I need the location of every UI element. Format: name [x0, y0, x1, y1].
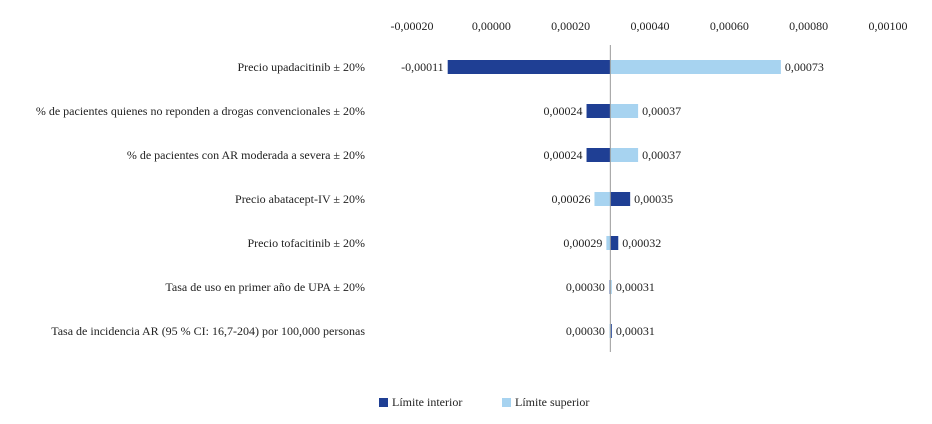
bar-upper [610, 280, 612, 294]
x-tick-label: 0,00000 [472, 19, 511, 33]
legend-label-lower: Límite interior [392, 395, 463, 409]
bar-lower [586, 148, 611, 162]
value-labels: -0,00011 0,00073 0,00024 0,00037 0,00024 0,00… [401, 60, 824, 338]
category-labels: Precio upadacitinib ± 20% % de pacientes … [36, 60, 365, 338]
category-label: Precio upadacitinib ± 20% [237, 60, 365, 74]
x-tick-label: 0,00080 [789, 19, 828, 33]
bar-lower [447, 60, 611, 74]
legend-swatch-upper [502, 398, 511, 407]
value-label: 0,00032 [622, 236, 661, 250]
legend-label-upper: Límite superior [515, 395, 590, 409]
value-label: 0,00031 [616, 280, 655, 294]
bar-upper [594, 192, 611, 206]
bar-lower [586, 104, 611, 118]
category-label: Tasa de incidencia AR (95 % CI: 16,7-204… [51, 324, 365, 338]
value-label: 0,00024 [544, 148, 583, 162]
x-tick-label: 0,00060 [710, 19, 749, 33]
value-label: 0,00029 [563, 236, 602, 250]
value-label: 0,00031 [616, 324, 655, 338]
value-label: 0,00030 [566, 280, 605, 294]
bar-lower [610, 192, 631, 206]
value-label: 0,00037 [642, 104, 681, 118]
value-label: 0,00037 [642, 148, 681, 162]
category-label: % de pacientes quienes no reponden a dro… [36, 104, 365, 118]
category-label: Precio abatacept-IV ± 20% [235, 192, 365, 206]
category-label: Precio tofacitinib ± 20% [247, 236, 365, 250]
legend-item-lower: Límite interior [379, 395, 462, 410]
tornado-chart: -0,00020 0,00000 0,00020 0,00040 0,00060 0,00… [36, 19, 908, 352]
legend-swatch-lower [379, 398, 388, 407]
x-tick-label: 0,00020 [551, 19, 590, 33]
value-label: -0,00011 [401, 60, 444, 74]
value-label: 0,00073 [785, 60, 824, 74]
bar-upper [610, 104, 639, 118]
bar-upper [610, 60, 781, 74]
x-tick-label: -0,00020 [391, 19, 434, 33]
category-label: Tasa de uso en primer año de UPA ± 20% [165, 280, 365, 294]
bar-upper [610, 148, 639, 162]
bar-lower [610, 324, 612, 338]
value-label: 0,00026 [551, 192, 590, 206]
bars [447, 60, 781, 338]
bar-upper [606, 236, 611, 250]
value-label: 0,00035 [634, 192, 673, 206]
x-tick-label: 0,00040 [631, 19, 670, 33]
bar-lower [610, 236, 619, 250]
legend-item-upper: Límite superior [502, 395, 589, 410]
value-label: 0,00030 [566, 324, 605, 338]
x-tick-label: 0,00100 [869, 19, 908, 33]
category-label: % de pacientes con AR moderada a severa … [127, 148, 365, 162]
value-label: 0,00024 [544, 104, 583, 118]
x-axis-ticks: -0,00020 0,00000 0,00020 0,00040 0,00060 0,00… [391, 19, 908, 33]
